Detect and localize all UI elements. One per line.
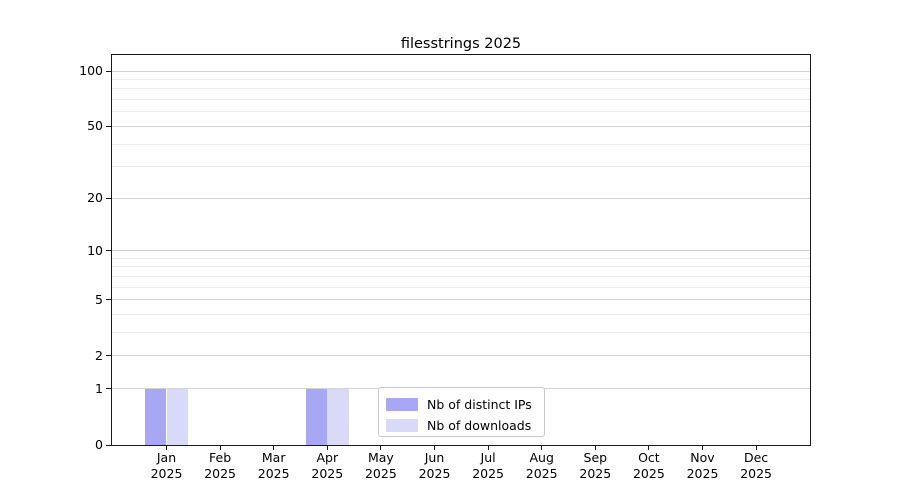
- minor-gridline: [112, 286, 810, 288]
- bar-downloads: [327, 388, 349, 445]
- x-axis-tick-label: Feb 2025: [204, 450, 236, 481]
- y-axis-tick-label: 20: [87, 190, 103, 206]
- minor-gridline: [112, 143, 810, 145]
- y-axis-tick-label: 2: [95, 347, 103, 363]
- x-axis-tick-label: Oct 2025: [632, 450, 665, 481]
- legend-item-distinct-ips: Nb of distinct IPs: [379, 394, 544, 415]
- y-tick-mark: [106, 299, 111, 301]
- legend-label: Nb of downloads: [427, 418, 532, 433]
- y-tick-mark: [106, 70, 111, 72]
- x-axis-tick-label: Dec 2025: [740, 450, 772, 481]
- x-axis-tick-label: Apr 2025: [311, 450, 344, 481]
- bar-downloads: [166, 388, 189, 445]
- y-tick-mark: [106, 444, 111, 446]
- minor-gridline: [112, 88, 810, 90]
- minor-gridline: [112, 266, 810, 268]
- chart-title: filesstrings 2025: [400, 36, 522, 52]
- x-axis-tick-label: Nov 2025: [686, 450, 719, 481]
- x-axis-tick-label: Jan 2025: [150, 450, 183, 481]
- legend-item-downloads: Nb of downloads: [379, 415, 544, 436]
- bar-distinct-ips: [305, 388, 328, 445]
- y-axis-tick-label: 10: [87, 242, 103, 258]
- y-axis-tick-label: 1: [95, 380, 103, 396]
- major-gridline: [112, 250, 810, 252]
- major-gridline: [112, 299, 810, 301]
- x-axis-tick-label: Mar 2025: [257, 450, 290, 481]
- minor-gridline: [112, 257, 810, 259]
- minor-gridline: [112, 275, 810, 277]
- y-tick-mark: [106, 355, 111, 357]
- minor-gridline: [112, 99, 810, 101]
- major-gridline: [112, 125, 810, 127]
- x-axis-tick-label: Sep 2025: [579, 450, 612, 481]
- x-axis-tick-label: May 2025: [364, 450, 397, 481]
- major-gridline: [112, 197, 810, 199]
- x-tick-mark: [380, 446, 382, 450]
- legend: Nb of distinct IPs Nb of downloads: [378, 387, 545, 437]
- minor-gridline: [112, 314, 810, 316]
- minor-gridline: [112, 111, 810, 113]
- y-tick-mark: [106, 250, 111, 252]
- x-axis-tick-label: Jul 2025: [472, 450, 504, 481]
- x-axis-tick-label: Aug 2025: [525, 450, 558, 481]
- x-axis-tick-label: Jun 2025: [418, 450, 451, 481]
- y-tick-mark: [106, 125, 111, 127]
- x-tick-mark: [702, 446, 703, 450]
- legend-swatch-distinct-ips-icon: [386, 398, 418, 411]
- y-axis-tick-label: 100: [79, 63, 103, 78]
- bar-distinct-ips: [144, 388, 167, 445]
- y-axis-tick-label: 0: [95, 437, 103, 452]
- x-tick-mark: [755, 446, 757, 450]
- x-tick-mark: [434, 446, 435, 450]
- legend-label: Nb of distinct IPs: [427, 397, 532, 412]
- x-tick-mark: [219, 446, 221, 450]
- legend-swatch-downloads-icon: [386, 419, 418, 432]
- y-axis-tick-label: 5: [95, 291, 103, 307]
- minor-gridline: [112, 78, 810, 80]
- plot-area: [111, 54, 811, 446]
- minor-gridline: [112, 332, 810, 334]
- x-tick-mark: [594, 446, 596, 450]
- x-tick-mark: [326, 446, 328, 450]
- x-tick-mark: [487, 446, 489, 450]
- y-tick-mark: [106, 197, 111, 199]
- y-tick-mark: [106, 388, 111, 390]
- x-tick-mark: [273, 446, 275, 450]
- major-gridline: [112, 355, 810, 357]
- minor-gridline: [112, 166, 810, 168]
- x-tick-mark: [166, 446, 167, 450]
- x-tick-mark: [648, 446, 650, 450]
- x-tick-mark: [541, 446, 543, 450]
- y-axis-tick-label: 50: [87, 118, 103, 134]
- major-gridline: [112, 70, 810, 72]
